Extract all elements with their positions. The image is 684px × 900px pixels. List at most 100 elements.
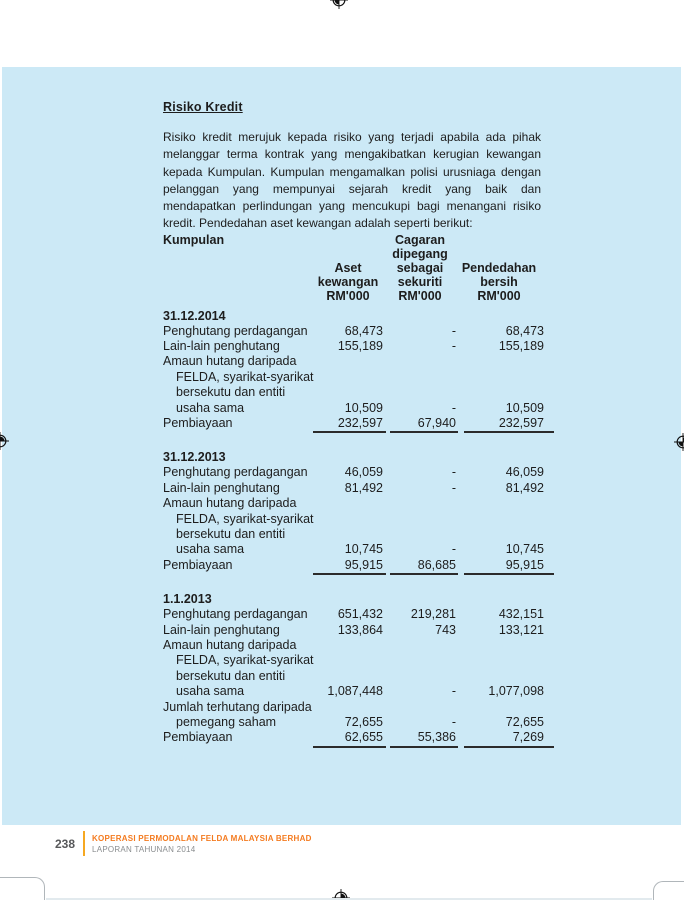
row-value-c1: 72,655 [344, 715, 383, 730]
row-value-c2 [390, 370, 458, 385]
row-value-c1 [313, 512, 386, 527]
content-sheet: Risiko Kredit Risiko kredit merujuk kepa… [2, 67, 681, 825]
table-row: usaha sama 10,745 - 10,745 [163, 542, 545, 557]
table-sections: 31.12.2014 Penghutang perdagangan 68,473-6… [163, 308, 554, 748]
row-value-c2 [390, 496, 458, 511]
row-value-c2 [390, 700, 458, 715]
row-value-c1 [313, 385, 386, 400]
section-date: 1.1.2013 [163, 592, 212, 607]
row-value-c1: 10,745 [344, 542, 383, 557]
row-value-c2: - [451, 542, 456, 557]
row-value-c3 [464, 512, 554, 527]
column-header-aset-kewangan: Aset kewangan RM'000 [317, 260, 379, 303]
table-row: bersekutu dan entiti [163, 527, 545, 542]
row-label: Amaun hutang daripada [163, 496, 297, 511]
crop-mark-icon [0, 877, 45, 900]
footer-company-name: KOPERASI PERMODALAN FELDA MALAYSIA BERHA… [92, 833, 312, 843]
row-value-c3: 1,077,098 [488, 684, 544, 699]
row-value-c2: 67,940 [390, 416, 458, 434]
row-label: Amaun hutang daripada [163, 354, 297, 369]
financial-table: Kumpulan Aset kewangan RM'000 Cagaran di… [163, 233, 554, 748]
table-row: usaha sama 10,509 - 10,509 [163, 401, 545, 416]
table-row: usaha sama 1,087,448 - 1,077,098 [163, 684, 545, 699]
row-value-c3 [464, 496, 554, 511]
row-value-c1: 1,087,448 [327, 684, 383, 699]
row-value-c3 [464, 354, 554, 369]
paragraph-line: Risiko kredit merujuk kepada risiko yang… [163, 130, 541, 144]
row-value-c2: - [451, 323, 456, 338]
row-value-c1: 81,492 [344, 480, 383, 495]
row-label: Pembiayaan [163, 415, 233, 430]
row-value-c3: 10,745 [505, 542, 544, 557]
column-header-cagaran: Cagaran dipegang sebagai sekuriti RM'000 [392, 232, 448, 303]
row-value-c2 [390, 527, 458, 542]
row-label: Jumlah terhutang daripada [163, 699, 312, 714]
row-value-c3: 10,509 [505, 400, 544, 415]
paragraph-line: kredit. Pendedahan aset kewangan adalah … [163, 216, 473, 231]
paragraph-line: mendapatkan perlindungan yang mencukupi … [163, 199, 541, 213]
row-label: Penghutang perdagangan [163, 323, 308, 338]
row-value-c2: 219,281 [410, 607, 456, 622]
row-value-c2: - [451, 684, 456, 699]
column-header-entity: Kumpulan [163, 232, 225, 247]
row-label: Lain-lain penghutang [163, 480, 280, 495]
table-row: Penghutang perdagangan 68,473 - 68,473 [163, 324, 545, 339]
row-label: bersekutu dan entiti [176, 385, 286, 400]
page-number: 238 [55, 836, 76, 851]
column-header-pendedahan-bersih: Pendedahan bersih RM'000 [461, 260, 537, 303]
row-value-c3: 72,655 [505, 715, 544, 730]
row-value-c3: 7,269 [464, 730, 554, 748]
table-row: FELDA, syarikat-syarikat [163, 512, 545, 527]
registration-mark-icon [674, 433, 684, 451]
row-value-c2 [390, 638, 458, 653]
row-value-c2: 86,685 [390, 558, 458, 576]
row-value-c1 [313, 354, 386, 369]
section-date: 31.12.2014 [163, 308, 226, 323]
row-value-c3: 81,492 [505, 480, 544, 495]
row-value-c2: - [451, 400, 456, 415]
table-row: Amaun hutang daripada [163, 354, 545, 369]
footer-divider [83, 831, 86, 856]
row-value-c3: 95,915 [464, 558, 554, 576]
section-date: 31.12.2013 [163, 450, 226, 465]
table-row: Jumlah terhutang daripada [163, 700, 545, 715]
row-label: Amaun hutang daripada [163, 638, 297, 652]
section-gap [163, 433, 545, 444]
table-header-row: Kumpulan Aset kewangan RM'000 Cagaran di… [163, 233, 545, 303]
row-value-c1 [313, 370, 386, 385]
table-row: bersekutu dan entiti [163, 669, 545, 684]
row-value-c2 [390, 354, 458, 369]
row-value-c2: - [451, 465, 456, 480]
table-row: Pembiayaan 95,915 86,685 95,915 [163, 557, 554, 576]
row-value-c1: 62,655 [313, 730, 386, 748]
credit-risk-paragraph: Risiko kredit merujuk kepada risiko yang… [163, 129, 541, 233]
page-footer: 238 KOPERASI PERMODALAN FELDA MALAYSIA B… [55, 831, 312, 856]
table-row: Lain-lain penghutang 133,864 743 133,121 [163, 623, 545, 638]
row-label: Penghutang perdagangan [163, 607, 308, 622]
row-label: Pembiayaan [163, 557, 233, 572]
row-value-c1: 133,864 [337, 622, 383, 637]
row-value-c1 [313, 638, 386, 653]
table-row: bersekutu dan entiti [163, 385, 545, 400]
row-value-c3 [464, 700, 554, 715]
table-row: FELDA, syarikat-syarikat [163, 370, 545, 385]
paragraph-line: kepada Kumpulan. Kumpulan mengamalkan po… [163, 164, 541, 179]
row-value-c1: 68,473 [344, 323, 383, 338]
row-value-c2: 743 [435, 622, 456, 637]
row-value-c1: 232,597 [313, 416, 386, 434]
table-row: Amaun hutang daripada [163, 638, 545, 653]
row-value-c1: 10,509 [344, 400, 383, 415]
table-row: Penghutang perdagangan 651,432 219,281 432,… [163, 607, 545, 622]
next-page-edge [46, 898, 652, 900]
row-value-c1: 651,432 [337, 607, 383, 622]
row-label: usaha sama [176, 684, 245, 699]
row-value-c1 [313, 669, 386, 684]
row-label: FELDA, syarikat-syarikat [176, 511, 314, 526]
row-label: Pembiayaan [163, 730, 233, 745]
row-value-c1 [313, 527, 386, 542]
row-value-c2: - [451, 480, 456, 495]
row-value-c3 [464, 638, 554, 653]
row-value-c3: 46,059 [505, 465, 544, 480]
row-value-c3 [464, 370, 554, 385]
row-value-c2: - [451, 338, 456, 353]
